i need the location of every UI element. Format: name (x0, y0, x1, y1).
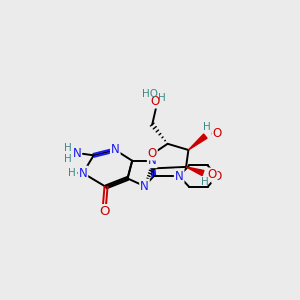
Text: H: H (64, 154, 72, 164)
Text: N: N (140, 180, 149, 193)
Text: O: O (210, 128, 219, 141)
Polygon shape (188, 134, 207, 150)
Text: O: O (208, 168, 217, 181)
Text: HO: HO (142, 89, 158, 99)
Text: H: H (68, 168, 76, 178)
Text: N: N (111, 143, 120, 157)
Text: O: O (212, 169, 221, 183)
Text: O: O (150, 95, 159, 108)
Text: H: H (64, 143, 72, 153)
Polygon shape (186, 167, 204, 176)
Text: N: N (79, 167, 87, 180)
Text: N: N (175, 169, 184, 183)
Text: O: O (148, 146, 157, 160)
Text: N: N (72, 147, 81, 160)
Text: O: O (212, 127, 221, 140)
Text: H: H (158, 93, 166, 103)
Text: H: H (203, 122, 211, 132)
Text: H: H (201, 177, 208, 187)
Text: N: N (148, 154, 157, 167)
Text: O: O (99, 205, 110, 218)
